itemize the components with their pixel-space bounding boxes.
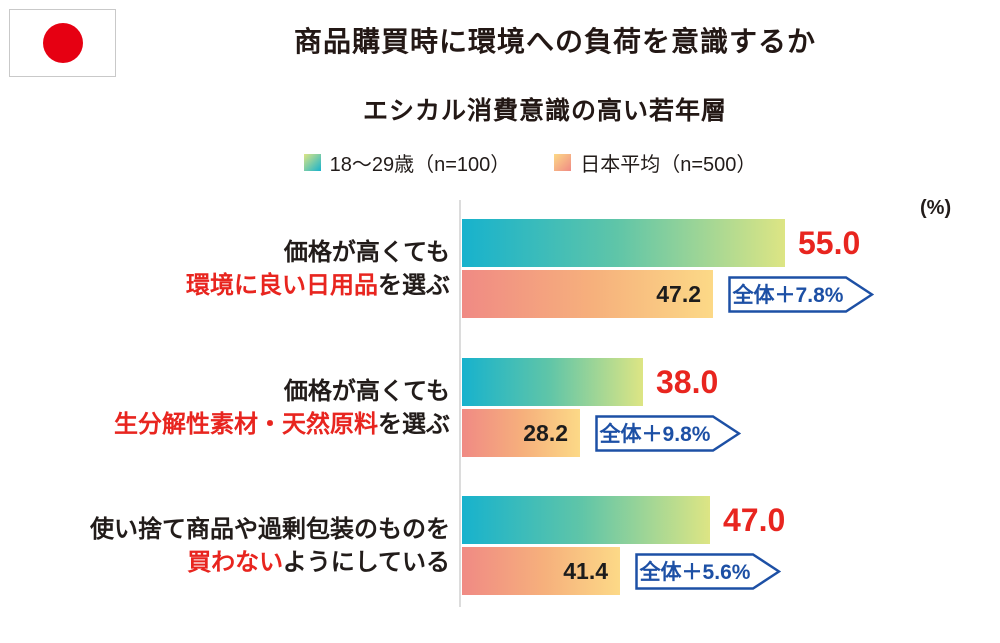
category-label-3: 使い捨て商品や過剰包装のものを 買わないようにしている xyxy=(90,513,450,579)
japan-flag-icon xyxy=(9,9,116,77)
chart-legend: 18〜29歳（n=100） 日本平均（n=500） xyxy=(60,148,1000,177)
category-label-1-line1: 価格が高くても xyxy=(283,238,450,266)
young-bar-2 xyxy=(462,358,643,406)
average-bar-1: 47.2 xyxy=(462,270,713,318)
diff-badge-text-3: 全体＋5.6% xyxy=(639,561,751,584)
bar-group-3: 使い捨て商品や過剰包装のものを 買わないようにしている 47.0 41.4 全体… xyxy=(0,496,1000,595)
young-bar-row-1: 55.0 xyxy=(462,219,860,267)
category-label-2-line1: 価格が高くても xyxy=(283,377,450,405)
average-value-2: 28.2 xyxy=(523,419,568,446)
young-series-swatch-icon xyxy=(303,154,321,171)
page-title: 商品購買時に環境への負荷を意識するか xyxy=(293,26,816,57)
diff-badge-2: 全体＋9.8% xyxy=(595,414,741,452)
diff-badge-arrow-icon xyxy=(635,552,781,590)
diff-badge-3: 全体＋5.6% xyxy=(635,552,781,590)
percent-unit-label: (%) xyxy=(920,197,952,219)
legend-label-young: 18〜29歳（n=100） xyxy=(329,154,511,176)
legend-label-average: 日本平均（n=500） xyxy=(580,154,757,176)
diff-badge-text-2: 全体＋9.8% xyxy=(599,423,711,446)
average-bar-row-2: 28.2 全体＋9.8% xyxy=(462,409,741,457)
young-bar-row-3: 47.0 xyxy=(462,496,785,544)
average-bar-3: 41.4 xyxy=(462,547,620,595)
average-bar-2: 28.2 xyxy=(462,409,580,457)
category-label-2-line2: 生分解性素材・天然原料を選ぶ xyxy=(114,410,450,438)
young-value-1: 55.0 xyxy=(798,225,861,261)
legend-item-young: 18〜29歳（n=100） xyxy=(303,148,511,177)
category-label-3-line1: 使い捨て商品や過剰包装のものを xyxy=(90,515,450,543)
average-series-swatch-icon xyxy=(554,154,572,171)
young-bar-row-2: 38.0 xyxy=(462,358,718,406)
flag-sun-circle xyxy=(42,23,83,63)
legend-item-average: 日本平均（n=500） xyxy=(554,148,756,177)
average-value-1: 47.2 xyxy=(656,280,701,307)
diff-badge-text-1: 全体＋7.8% xyxy=(732,284,844,307)
bar-group-2: 価格が高くても 生分解性素材・天然原料を選ぶ 38.0 28.2 全体＋9.8% xyxy=(0,358,1000,457)
category-label-2: 価格が高くても 生分解性素材・天然原料を選ぶ xyxy=(114,375,450,441)
diff-badge-arrow-icon xyxy=(728,275,874,313)
category-label-1: 価格が高くても 環境に良い日用品を選ぶ xyxy=(186,236,450,302)
average-bar-row-3: 41.4 全体＋5.6% xyxy=(462,547,781,595)
chart-axis-line xyxy=(459,200,461,607)
average-bar-row-1: 47.2 全体＋7.8% xyxy=(462,270,874,318)
category-label-1-line2: 環境に良い日用品を選ぶ xyxy=(186,271,450,299)
young-bar-3 xyxy=(462,496,710,544)
diff-badge-arrow-icon xyxy=(595,414,741,452)
young-value-3: 47.0 xyxy=(723,502,786,538)
diff-badge-1: 全体＋7.8% xyxy=(728,275,874,313)
young-bar-1 xyxy=(462,219,785,267)
page-subtitle: エシカル消費意識の高い若年層 xyxy=(362,97,727,125)
bar-group-1: 価格が高くても 環境に良い日用品を選ぶ 55.0 47.2 全体＋7.8% xyxy=(0,219,1000,318)
category-label-3-line2: 買わないようにしている xyxy=(187,548,450,576)
young-value-2: 38.0 xyxy=(656,364,719,400)
average-value-3: 41.4 xyxy=(563,557,608,584)
